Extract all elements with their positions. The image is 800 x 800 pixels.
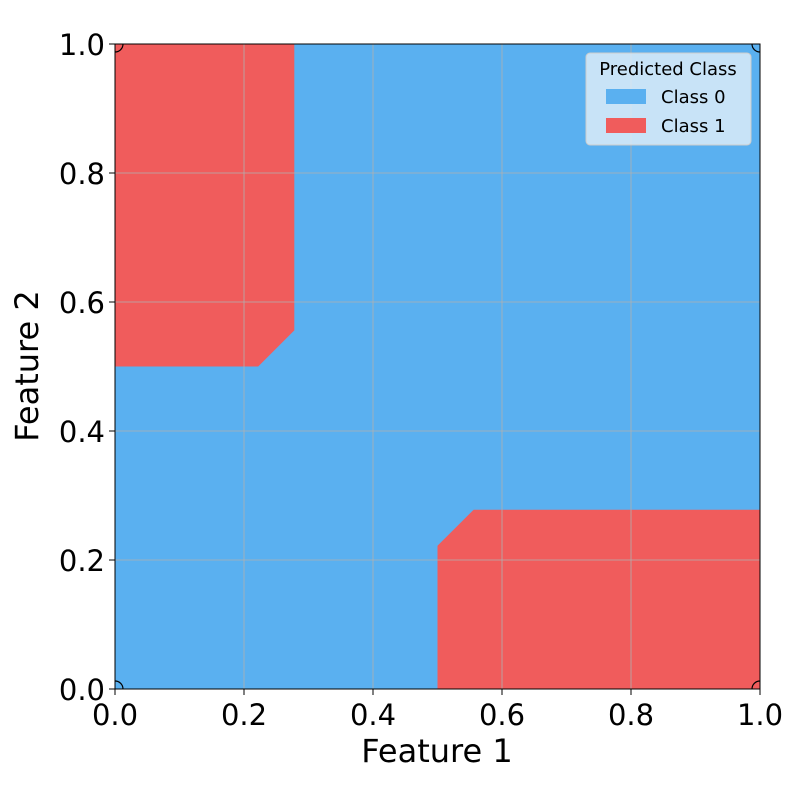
legend-title: Predicted Class bbox=[599, 59, 737, 80]
x-axis-label: Feature 1 bbox=[361, 732, 512, 770]
y-tick-label-0: 0.0 bbox=[59, 673, 105, 707]
x-tick-label-5: 1.0 bbox=[737, 698, 783, 732]
x-tick-label-0: 0.0 bbox=[92, 698, 138, 732]
legend-label-class-0: Class 0 bbox=[661, 87, 726, 108]
y-tick-label-2: 0.4 bbox=[59, 415, 105, 449]
region-class-1-polygon-0 bbox=[115, 44, 295, 367]
y-tick-label-3: 0.6 bbox=[59, 286, 105, 320]
x-tick-label-1: 0.2 bbox=[221, 698, 267, 732]
plot-frame bbox=[114, 43, 761, 690]
legend-label-class-1: Class 1 bbox=[661, 116, 726, 137]
y-tick-label-5: 1.0 bbox=[59, 28, 105, 62]
region-class-1-polygon-1 bbox=[437, 509, 760, 689]
x-tick-label-3: 0.6 bbox=[479, 698, 525, 732]
legend: Predicted Class Class 0 Class 1 bbox=[585, 52, 752, 146]
y-tick-label-4: 0.8 bbox=[59, 157, 105, 191]
y-axis-label: Feature 2 bbox=[8, 290, 46, 441]
x-tick-label-2: 0.4 bbox=[350, 698, 396, 732]
plot-area bbox=[114, 43, 761, 690]
x-tick-label-4: 0.8 bbox=[608, 698, 654, 732]
y-tick-label-1: 0.2 bbox=[59, 544, 105, 578]
axes: 0.0 0.2 0.4 0.6 0.8 1.0 0.0 0.2 0.4 0.6 0.8 1.0 bbox=[59, 28, 783, 732]
legend-swatch-class-0 bbox=[606, 89, 646, 104]
legend-swatch-class-1 bbox=[606, 118, 646, 133]
